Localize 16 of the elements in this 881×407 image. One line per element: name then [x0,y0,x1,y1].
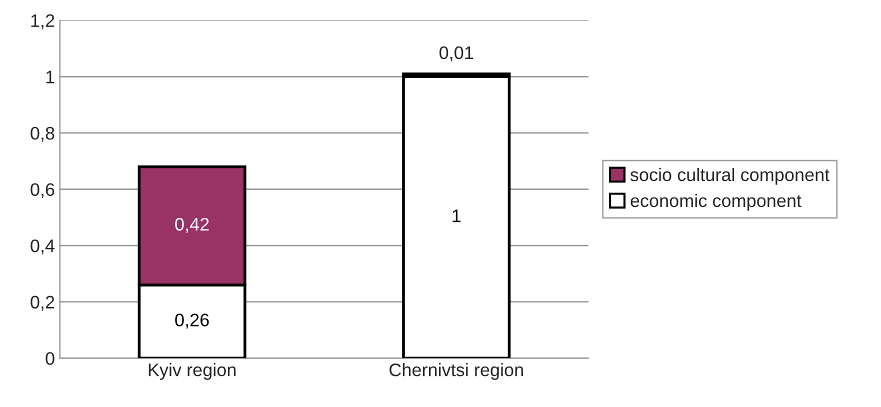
y-tick-label: 0,6 [30,183,54,198]
data-label: 0,01 [439,46,474,62]
x-tick-label: Kyiv region [148,363,236,380]
y-tick-label: 0,4 [30,239,55,254]
x-tick-label: Chernivtsi region [390,363,523,380]
data-label: 0,26 [175,314,209,329]
data-label: 1 [452,210,460,222]
legend-label: socio cultural component [630,168,830,185]
legend-label: economic component [630,194,802,211]
bar [402,75,511,358]
y-tick-label: 1,2 [31,14,54,30]
y-tick-label: 0,2 [30,296,54,311]
y-tick-label: 1 [46,70,54,84]
y-tick-label: 0 [46,352,54,365]
y-tick-label: 0,8 [30,126,54,142]
data-label: 0,42 [175,218,209,233]
